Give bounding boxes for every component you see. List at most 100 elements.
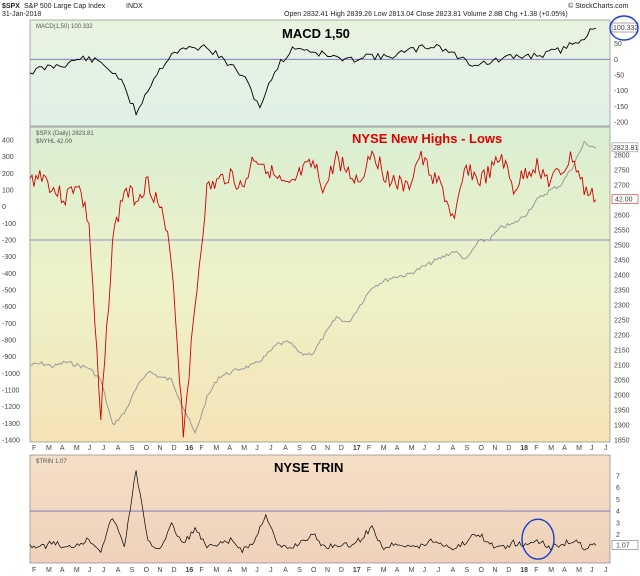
trin-x-tick: N	[492, 567, 497, 574]
trin-y-tick: 5	[616, 497, 620, 504]
nyhl-legend: $NYHL 42.00	[36, 139, 72, 145]
trin-x-tick: M	[548, 567, 554, 574]
main-left-tick: -1300	[2, 421, 20, 428]
trin-x-tick: N	[325, 567, 330, 574]
macd-y-tick: -200	[614, 120, 628, 127]
trin-x-tick: J	[102, 567, 106, 574]
trin-x-tick: M	[576, 567, 582, 574]
main-right-tick: 2200	[614, 333, 630, 340]
main-left-tick: -900	[2, 354, 16, 361]
main-x-tick: A	[60, 445, 65, 452]
main-right-tick: 2250	[614, 318, 630, 325]
main-right-tick: 2050	[614, 378, 630, 385]
trin-x-tick: J	[88, 567, 92, 574]
main-x-tick: A	[116, 445, 121, 452]
main-right-tick: 2150	[614, 348, 630, 355]
main-left-tick: -600	[2, 304, 16, 311]
main-right-tick: 2350	[614, 288, 630, 295]
main-x-tick: M	[213, 445, 219, 452]
header-symbol: $SPX	[2, 3, 20, 10]
main-right-tick: 2800	[614, 153, 630, 160]
main-x-tick: J	[255, 445, 259, 452]
main-right-tick: 2100	[614, 363, 630, 370]
main-x-tick: N	[325, 445, 330, 452]
main-left-tick: 200	[2, 171, 14, 178]
trin-x-tick: M	[213, 567, 219, 574]
trin-x-tick: A	[60, 567, 65, 574]
main-left-tick: -100	[2, 221, 16, 228]
main-right-tick: 1950	[614, 408, 630, 415]
trin-x-tick: A	[451, 567, 456, 574]
main-x-tick: D	[339, 445, 344, 452]
trin-y-tick: 7	[616, 473, 620, 480]
main-left-tick: -500	[2, 288, 16, 295]
main-right-tick: 2450	[614, 258, 630, 265]
main-x-tick: S	[130, 445, 135, 452]
trin-x-tick: M	[74, 567, 80, 574]
main-panel	[29, 126, 611, 443]
header-name: S&P 500 Large Cap Index	[24, 3, 106, 10]
main-x-tick: M	[576, 445, 582, 452]
main-x-tick: S	[297, 445, 302, 452]
main-x-tick: A	[395, 445, 400, 452]
main-x-tick: O	[144, 445, 150, 452]
main-x-tick: J	[423, 445, 427, 452]
trin-x-tick: M	[46, 567, 52, 574]
trin-x-tick: J	[590, 567, 594, 574]
main-left-tick: 400	[2, 138, 14, 145]
macd-y-tick: -50	[614, 73, 624, 80]
macd-title: MACD 1,50	[282, 26, 350, 41]
macd-y-tick: 50	[614, 41, 622, 48]
main-right-tick: 2300	[614, 303, 630, 310]
main-right-tick: 2700	[614, 183, 630, 190]
trin-x-tick: F	[534, 567, 538, 574]
trin-x-tick: 16	[185, 567, 193, 574]
trin-x-tick: J	[255, 567, 259, 574]
trin-x-tick: A	[395, 567, 400, 574]
main-x-tick: M	[381, 445, 387, 452]
main-title: NYSE New Highs - Lows	[352, 131, 502, 146]
main-x-tick: O	[311, 445, 317, 452]
main-x-tick: M	[241, 445, 247, 452]
spx-last-value-box	[611, 142, 639, 153]
nyhl-series-line	[29, 149, 597, 438]
trin-x-tick: F	[367, 567, 371, 574]
trin-x-tick: O	[311, 567, 317, 574]
macd-y-tick: -100	[614, 88, 628, 95]
trin-x-tick: O	[144, 567, 150, 574]
trin-legend: $TRIN 1.07	[36, 459, 67, 465]
macd-y-tick: -150	[614, 104, 628, 111]
header-date: 31-Jan-2018	[2, 11, 41, 18]
trin-highlight-circle	[521, 518, 555, 560]
trin-x-tick: J	[269, 567, 273, 574]
main-left-tick: 0	[2, 204, 6, 211]
main-x-tick: S	[464, 445, 469, 452]
trin-x-tick: S	[130, 567, 135, 574]
trin-x-tick: M	[409, 567, 415, 574]
main-x-tick: M	[409, 445, 415, 452]
main-x-tick: N	[492, 445, 497, 452]
trin-y-tick: 4	[616, 509, 620, 516]
trin-x-tick: A	[562, 567, 567, 574]
header-brand: © StockCharts.com	[568, 2, 629, 10]
main-x-tick: J	[102, 445, 106, 452]
nyhl-last-value-box	[611, 194, 639, 204]
main-x-tick: 17	[353, 445, 361, 452]
main-left-tick: -700	[2, 321, 16, 328]
header-quote: Open 2832.41 High 2839.26 Low 2813.04 Cl…	[284, 11, 568, 18]
trin-x-tick: A	[283, 567, 288, 574]
main-x-tick: J	[590, 445, 594, 452]
trin-x-tick: A	[227, 567, 232, 574]
trin-x-tick: 17	[353, 567, 361, 574]
macd-panel	[29, 19, 611, 127]
trin-x-tick: F	[32, 567, 36, 574]
trin-x-tick: M	[381, 567, 387, 574]
spx-price-line	[30, 140, 597, 435]
main-right-tick: 2400	[614, 273, 630, 280]
main-x-tick: F	[534, 445, 538, 452]
main-left-tick: -1000	[2, 371, 20, 378]
main-x-tick: N	[158, 445, 163, 452]
trin-x-tick: 18	[520, 567, 528, 574]
main-x-tick: D	[172, 445, 177, 452]
